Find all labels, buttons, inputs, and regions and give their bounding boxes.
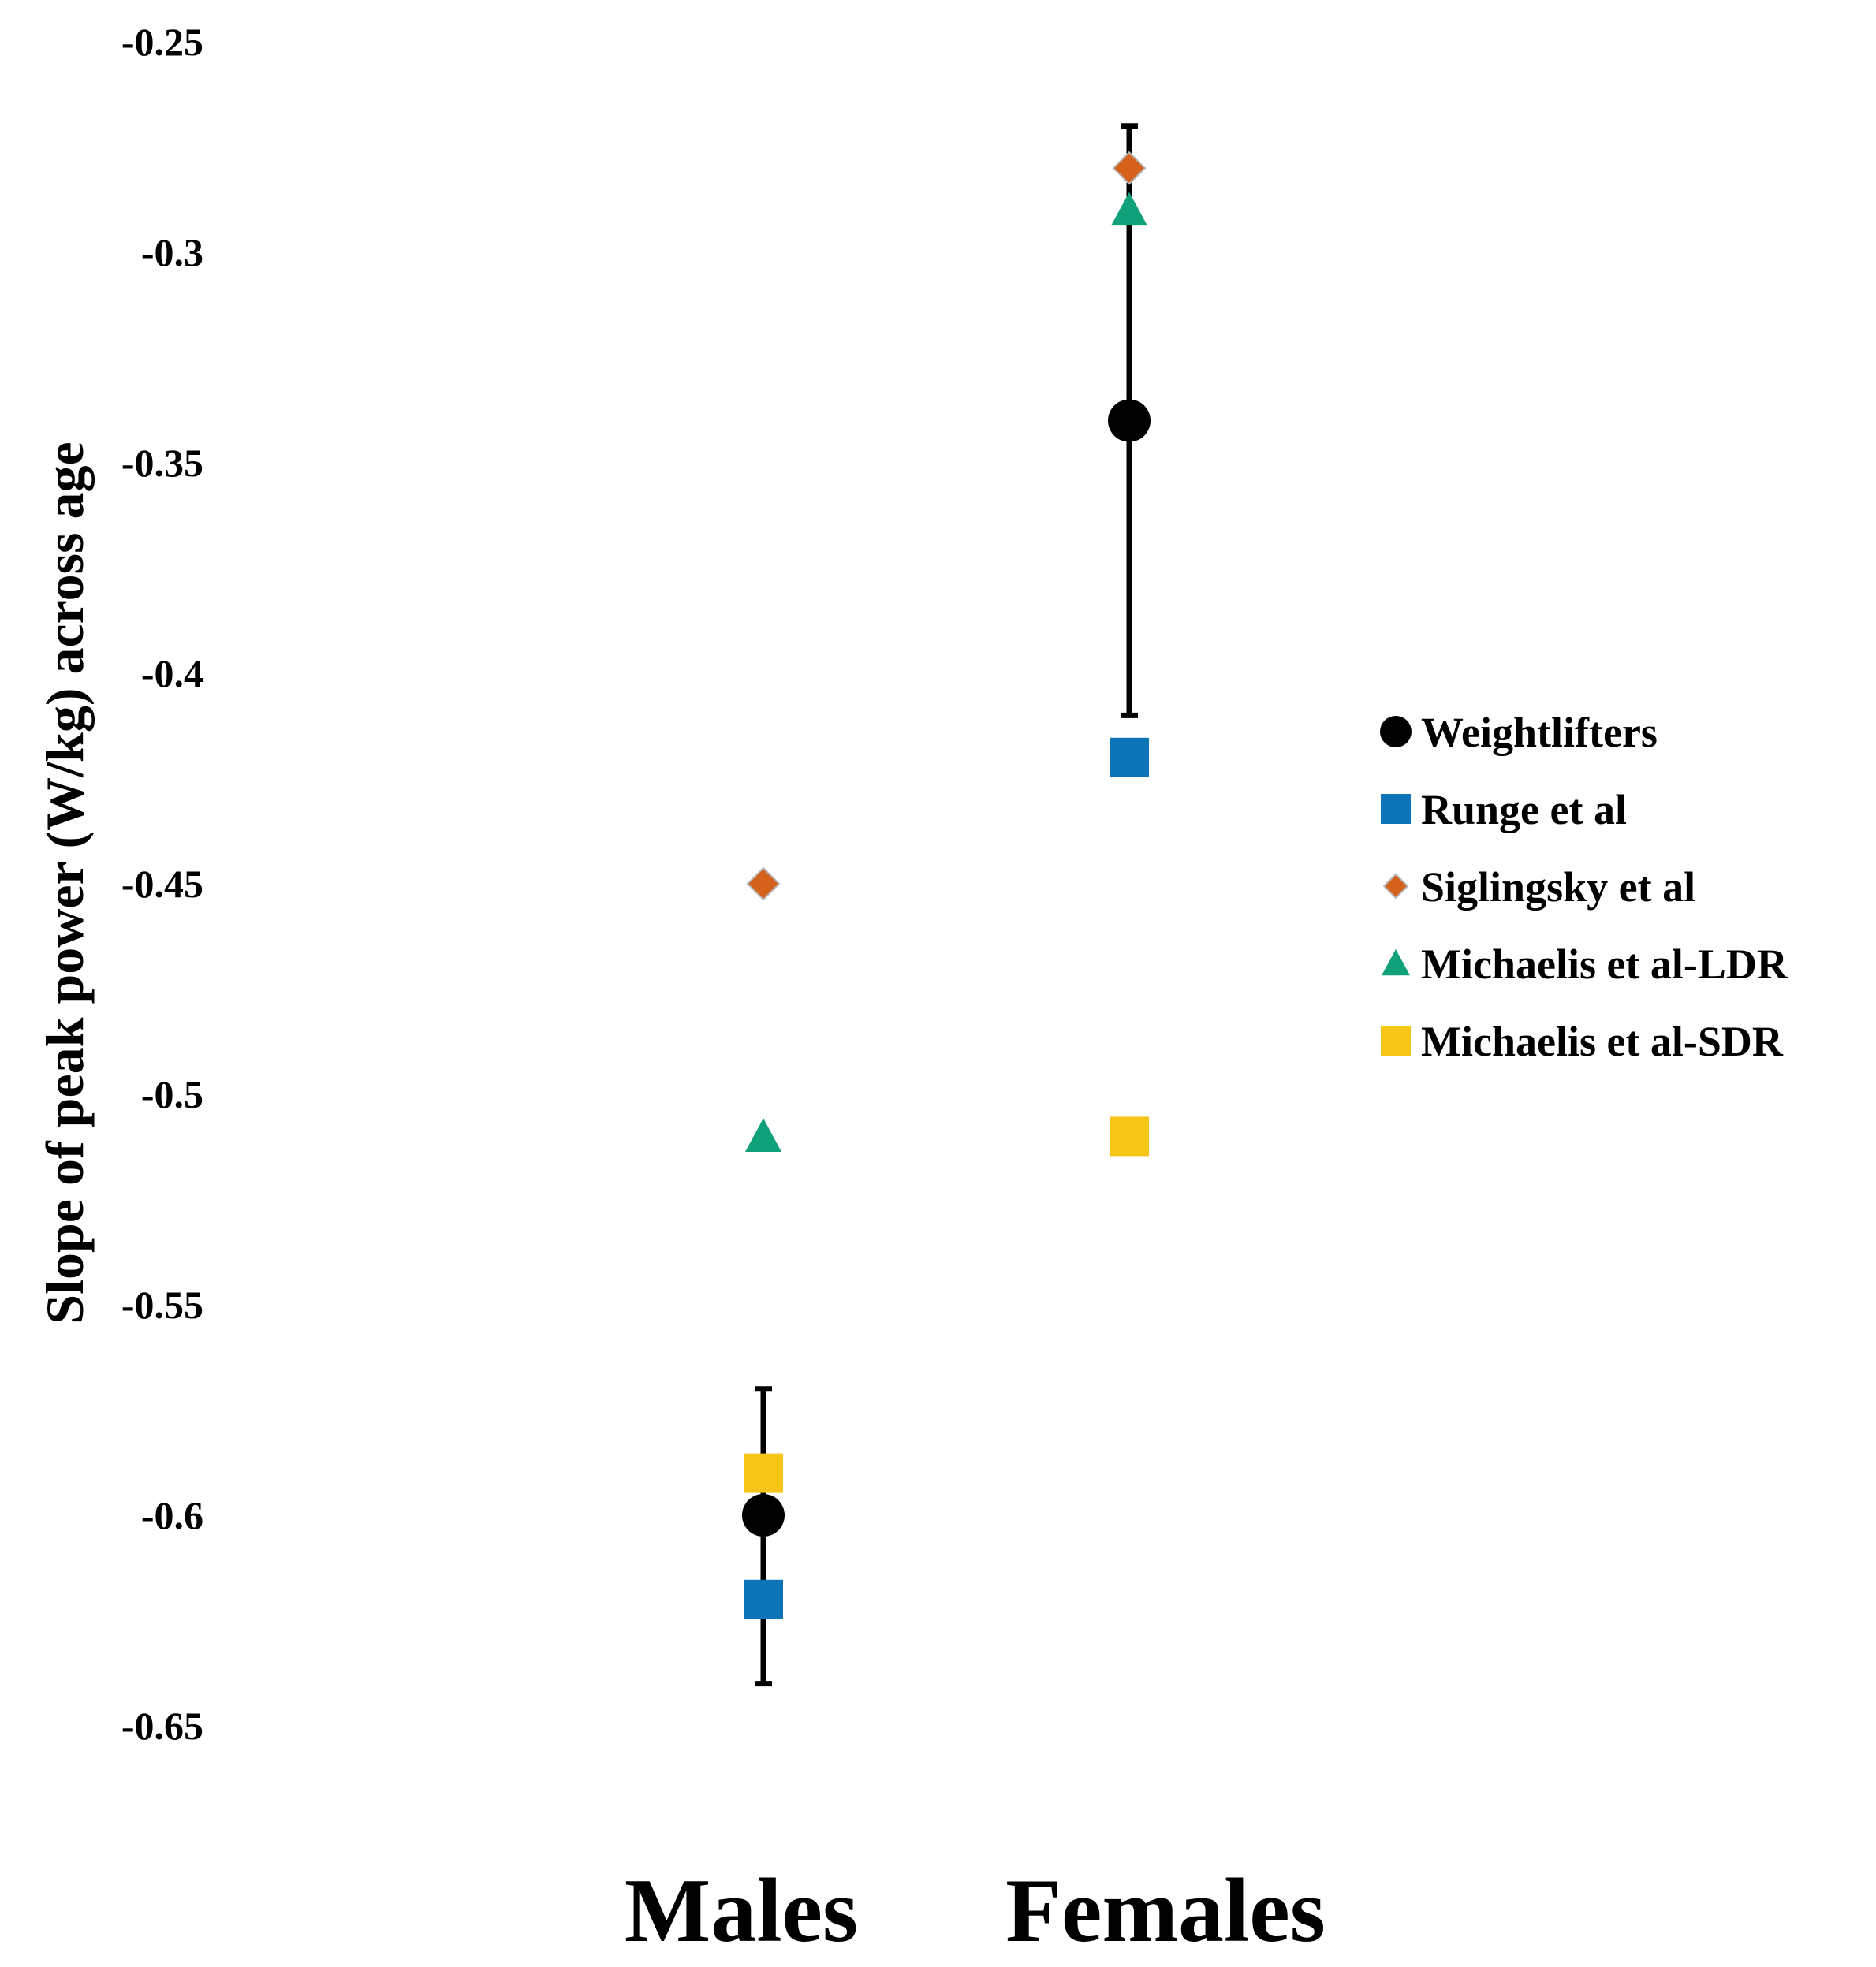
marker-weightlifters-males — [742, 1494, 785, 1537]
legend-label: Siglingsky et al — [1421, 863, 1695, 911]
legend-marker — [1382, 873, 1409, 900]
marker-michaelis-et-al-ldr-females — [1111, 192, 1147, 226]
y-tick-label: -0.35 — [121, 441, 203, 485]
marker-weightlifters-females — [1108, 399, 1151, 442]
y-axis-ticks: -0.25 -0.3 -0.35 -0.4 -0.45 -0.5 -0.55 -0.6 -0.6… — [121, 20, 203, 1748]
legend-item: Runge et al — [1381, 786, 1627, 833]
marker-runge-et-al-males — [744, 1579, 783, 1619]
marker-michaelis-et-al-sdr-males — [744, 1453, 783, 1493]
error-bars — [755, 123, 1138, 1687]
legend-label: Runge et al — [1421, 786, 1627, 833]
legend: Weightlifters Runge et al Siglingsky et al… — [1380, 709, 1788, 1065]
legend-marker — [1381, 794, 1411, 824]
marker-siglingsky-et-al-females — [1112, 151, 1147, 185]
legend-marker — [1380, 716, 1412, 747]
marker-siglingsky-et-al-males — [746, 866, 781, 901]
legend-label: Michaelis et al-SDR — [1421, 1018, 1784, 1065]
y-tick-label: -0.45 — [121, 862, 203, 906]
y-tick-label: -0.55 — [121, 1283, 203, 1327]
y-axis-label: Slope of peak power (W/kg) across age — [35, 441, 95, 1324]
category-labels: Males Females — [625, 1861, 1326, 1961]
y-tick-label: -0.4 — [141, 651, 203, 695]
y-tick-label: -0.6 — [141, 1493, 203, 1537]
legend-marker — [1381, 1026, 1411, 1056]
category-label-females: Females — [1005, 1861, 1326, 1961]
y-tick-label: -0.3 — [141, 230, 203, 274]
legend-label: Michaelis et al-LDR — [1421, 941, 1788, 988]
y-tick-label: -0.5 — [141, 1072, 203, 1116]
data-markers — [742, 151, 1151, 1619]
legend-item: Siglingsky et al — [1382, 863, 1695, 911]
category-label-males: Males — [625, 1861, 858, 1961]
y-tick-label: -0.65 — [121, 1704, 203, 1748]
marker-runge-et-al-females — [1110, 737, 1149, 777]
y-tick-label: -0.25 — [121, 20, 203, 64]
marker-michaelis-et-al-ldr-males — [745, 1118, 781, 1152]
legend-item: Weightlifters — [1380, 709, 1658, 756]
legend-item: Michaelis et al-SDR — [1381, 1018, 1784, 1065]
legend-label: Weightlifters — [1421, 709, 1658, 756]
legend-marker — [1382, 949, 1410, 976]
legend-item: Michaelis et al-LDR — [1382, 941, 1788, 988]
marker-michaelis-et-al-sdr-females — [1110, 1116, 1149, 1157]
